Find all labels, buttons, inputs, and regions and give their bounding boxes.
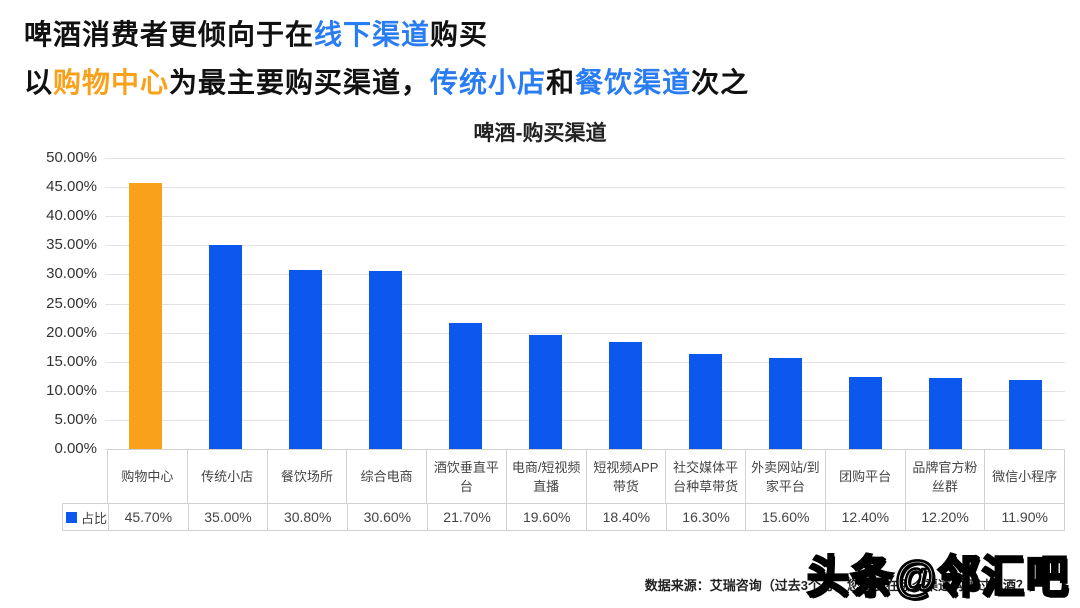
y-axis-tick-label: 25.00% [46,294,97,312]
data-value: 12.20% [904,504,985,530]
bar-外卖网站/到家平台 [768,358,802,449]
headline-segment-blue: 传统小店 [430,67,547,98]
headline-segment-black: 和 [546,67,576,98]
data-value: 16.30% [665,504,746,530]
headline-segment-black: 为最主要购买渠道， [169,67,431,98]
data-value: 30.80% [267,504,347,530]
bar-综合电商 [368,270,402,449]
gridline [105,419,1065,421]
gridline [105,274,1065,276]
category-label-row: 购物中心 传统小店 餐饮场所 综合电商 酒饮垂直平台 电商/短视频直播 短视频APP带货 社交… [107,449,1065,503]
data-value: 21.70% [426,504,507,530]
category-label: 酒饮垂直平台 [426,450,506,503]
data-value: 12.40% [825,504,905,530]
data-value: 45.70% [108,504,188,530]
data-value-row: 占比 45.70% 35.00% 30.80% 30.60% 21.70% 19.60% 1… [62,503,1065,531]
bar-餐饮场所 [288,269,322,449]
gridline [105,303,1065,305]
category-label: 外卖网站/到家平台 [745,450,825,503]
data-value: 18.40% [586,504,666,530]
gridline [105,390,1065,392]
y-axis-tick-label: 40.00% [46,207,97,225]
y-axis-tick-label: 30.00% [46,265,97,283]
y-axis-tick-label: 20.00% [46,323,97,341]
bar-团购平台 [848,376,882,449]
bar-品牌官方粉丝群 [928,377,962,449]
bar-chart-plot-area [105,158,1065,450]
data-value: 15.60% [745,504,825,530]
bar-社交媒体平台种草带货 [688,354,722,449]
category-label: 购物中心 [121,469,174,484]
legend-label: 占比 [81,510,108,526]
headline-segment-black: 啤酒消费者更倾向于在 [24,19,315,50]
gridline [105,332,1065,334]
headline-segment-orange: 购物中心 [53,67,170,98]
data-value: 11.90% [984,504,1064,530]
gridline [105,187,1065,189]
data-value: 30.60% [347,504,427,530]
category-label: 电商/短视频直播 [505,450,586,503]
y-axis-tick-label: 5.00% [54,410,97,428]
headline-segment-blue: 线下渠道 [314,19,431,50]
data-value: 19.60% [506,504,586,530]
gridline [105,361,1065,363]
headline-line1: 啤酒消费者更倾向于在线下渠道购买 [24,13,488,53]
category-label: 团购平台 [824,450,905,503]
watermark: 头条@邻汇吧 [806,551,1070,603]
bar-微信小程序 [1008,379,1042,449]
legend-swatch-icon [66,511,77,523]
y-axis-tick-label: 15.00% [46,352,97,370]
headline-segment-black: 购买 [430,19,489,50]
y-axis-tick-label: 35.00% [46,236,97,254]
legend-cell: 占比 [63,504,108,530]
category-label: 品牌官方粉丝群 [904,450,985,503]
gridline [105,158,1065,159]
bar-短视频APP带货 [608,341,642,449]
headline-segment-black: 以 [24,67,54,98]
data-source-note: 数据来源：艾瑞咨询（过去3个月，您更多在哪个渠道购买过啤酒？） [644,578,1042,593]
headline-line2: 以购物中心为最主要购买渠道，传统小店和餐饮渠道次之 [24,61,749,101]
chart-title: 啤酒-购买渠道 [473,122,607,145]
y-axis-tick-label: 50.00% [46,149,97,166]
bar-电商/短视频直播 [528,334,562,449]
category-label: 餐饮场所 [266,450,347,503]
bar-购物中心 [128,183,162,449]
bar-传统小店 [208,245,242,449]
y-axis-tick-label: 0.00% [54,440,97,457]
y-axis-tick-label: 45.00% [46,178,97,196]
y-axis-tick-label: 10.00% [46,381,97,399]
category-label: 综合电商 [346,450,426,503]
headline-segment-black: 次之 [691,67,750,98]
headline-segment-blue: 餐饮渠道 [575,67,692,98]
data-value: 35.00% [187,504,268,530]
category-label: 社交媒体平台种草带货 [665,450,745,503]
category-label: 微信小程序 [984,450,1064,503]
bar-酒饮垂直平台 [448,322,482,449]
gridline [105,216,1065,218]
category-label: 传统小店 [186,450,267,503]
category-label: 短视频APP带货 [585,450,666,503]
gridline [105,245,1065,247]
